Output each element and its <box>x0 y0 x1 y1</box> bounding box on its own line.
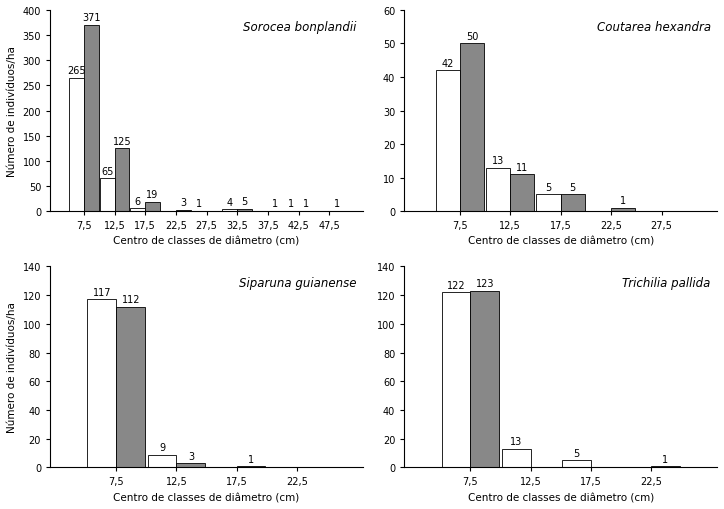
Bar <box>114 149 130 212</box>
Text: 6: 6 <box>135 196 141 206</box>
Text: 5: 5 <box>573 448 579 458</box>
Bar <box>460 44 484 212</box>
X-axis label: Centro de classes de diâmetro (cm): Centro de classes de diâmetro (cm) <box>468 236 654 246</box>
X-axis label: Centro de classes de diâmetro (cm): Centro de classes de diâmetro (cm) <box>114 236 300 246</box>
Text: 9: 9 <box>159 442 165 452</box>
Text: 1: 1 <box>620 196 626 206</box>
Bar <box>177 463 206 468</box>
Text: 42: 42 <box>442 59 454 69</box>
Text: 11: 11 <box>516 162 529 173</box>
Bar <box>237 209 252 212</box>
Text: 1: 1 <box>303 199 309 209</box>
Text: 3: 3 <box>180 198 186 208</box>
Text: 1: 1 <box>272 199 278 209</box>
Text: 112: 112 <box>122 295 140 304</box>
Y-axis label: Número de indivíduos/ha: Número de indivíduos/ha <box>7 302 17 433</box>
Text: 13: 13 <box>510 437 522 446</box>
Bar <box>176 210 190 212</box>
Bar <box>442 293 471 468</box>
Text: 122: 122 <box>447 280 466 290</box>
Text: 1: 1 <box>662 454 668 464</box>
Text: Coutarea hexandra: Coutarea hexandra <box>597 21 711 34</box>
Text: 3: 3 <box>188 451 194 461</box>
Bar <box>471 291 500 468</box>
Bar <box>84 25 98 212</box>
Bar <box>560 195 585 212</box>
Bar <box>222 210 237 212</box>
Bar <box>486 168 510 212</box>
Text: Sorocea bonplandii: Sorocea bonplandii <box>243 21 357 34</box>
Bar <box>146 202 160 212</box>
Text: 65: 65 <box>101 166 114 177</box>
Text: 13: 13 <box>492 156 504 166</box>
Bar <box>611 208 636 212</box>
Text: 5: 5 <box>545 183 552 192</box>
Text: 1: 1 <box>334 199 340 209</box>
Text: 1: 1 <box>288 199 294 209</box>
Text: 5: 5 <box>241 197 248 207</box>
Bar <box>117 307 146 468</box>
Text: 265: 265 <box>67 66 86 76</box>
Text: 125: 125 <box>113 136 131 147</box>
Text: 117: 117 <box>93 288 111 297</box>
Bar <box>536 195 560 212</box>
Text: 5: 5 <box>570 183 576 192</box>
Bar <box>562 460 591 468</box>
Bar <box>88 300 117 468</box>
Text: Siparuna guianense: Siparuna guianense <box>239 277 357 290</box>
Bar <box>130 209 146 212</box>
Text: 50: 50 <box>466 32 478 42</box>
Bar <box>502 449 531 468</box>
Text: 4: 4 <box>227 197 233 207</box>
Text: 123: 123 <box>476 279 494 289</box>
Y-axis label: Número de indivíduos/ha: Número de indivíduos/ha <box>7 46 17 177</box>
Bar <box>100 179 114 212</box>
Text: 1: 1 <box>248 454 254 464</box>
Text: 1: 1 <box>196 199 202 209</box>
X-axis label: Centro de classes de diâmetro (cm): Centro de classes de diâmetro (cm) <box>114 492 300 502</box>
Text: 371: 371 <box>82 13 101 23</box>
X-axis label: Centro de classes de diâmetro (cm): Centro de classes de diâmetro (cm) <box>468 492 654 502</box>
Text: Trichilia pallida: Trichilia pallida <box>623 277 711 290</box>
Bar <box>70 79 84 212</box>
Bar <box>651 466 680 468</box>
Bar <box>436 71 460 212</box>
Bar <box>237 466 266 468</box>
Bar <box>510 175 534 212</box>
Text: 19: 19 <box>146 190 159 200</box>
Bar <box>148 455 177 468</box>
